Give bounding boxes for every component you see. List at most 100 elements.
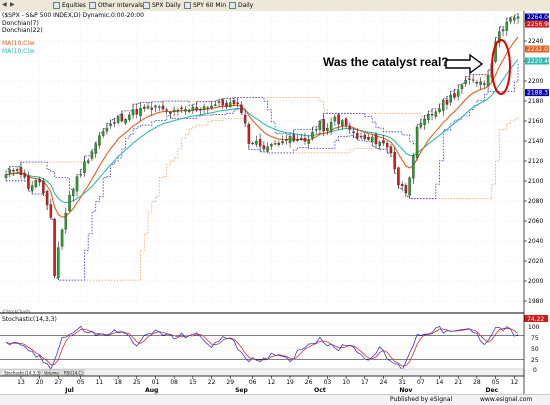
candle — [382, 134, 385, 147]
stochastic-panel — [0, 314, 524, 369]
candle — [172, 106, 176, 117]
svg-text:Volume: Volume — [44, 371, 59, 376]
y-tick-label: 2020 — [528, 258, 543, 265]
candle — [232, 97, 236, 107]
candle — [318, 119, 322, 136]
date-axis: 13 20 27 05 11 18 25 01 08 15 22 29 06 12 19 26 03 10 17 24… — [17, 376, 518, 394]
y-tick-label: 2100 — [528, 178, 543, 185]
watermark: ©StockCharts — [2, 309, 30, 314]
tab-daily[interactable]: Daily — [228, 1, 255, 10]
candle — [30, 180, 34, 194]
candle — [116, 114, 120, 125]
stoch-value-tag — [524, 315, 548, 322]
oscillator-label: Stochastic(14,3,3) — [2, 316, 57, 323]
svg-text:RSI(14,C): RSI(14,C) — [64, 371, 83, 376]
candle — [408, 176, 411, 199]
candle — [270, 142, 273, 151]
donchian-short-lower — [6, 63, 519, 281]
bottom-tab-volume[interactable]: Volume — [41, 369, 61, 376]
candle — [412, 153, 415, 185]
x-tick-label: 24 — [380, 379, 388, 386]
candle — [45, 189, 49, 210]
candle — [356, 128, 359, 141]
chart-title: ($SPX - S&P 500 INDEX,D) Dynamic,0:00-20… — [2, 12, 144, 19]
bottom-tab-rsi[interactable]: RSI(14,C) — [61, 369, 85, 376]
stochastic-axis: 100 75 50 25 0 — [528, 324, 540, 374]
candle — [42, 177, 45, 196]
candle — [86, 158, 90, 165]
candle — [423, 115, 426, 130]
candle — [72, 188, 75, 202]
stoch-tick-100: 100 — [528, 324, 540, 331]
study-label-donchian-short: Donchian(7) — [2, 20, 39, 27]
stoch-tick-0: 0 — [533, 367, 537, 374]
candle — [374, 131, 378, 149]
candle — [288, 133, 292, 148]
candle — [513, 14, 516, 24]
candle — [19, 162, 23, 180]
candle — [247, 121, 251, 150]
candle — [453, 89, 456, 100]
candle — [258, 133, 262, 152]
candle — [333, 114, 337, 126]
candle — [296, 134, 299, 143]
y-tick-label: 2140 — [528, 138, 543, 145]
candle — [64, 207, 68, 234]
candle — [251, 141, 254, 146]
candle — [202, 103, 206, 114]
candle — [199, 107, 202, 115]
x-tick-label: 20 — [36, 379, 44, 386]
candle — [124, 118, 127, 126]
candle — [322, 113, 325, 137]
y-tick-label: 2200 — [528, 78, 543, 85]
tab-other-intervals[interactable]: Other Intervals — [88, 1, 145, 10]
chart-canvas[interactable]: 1980200020202040206020802100212021402160… — [0, 11, 550, 394]
candle — [184, 106, 187, 116]
candle — [397, 166, 400, 189]
candle — [471, 75, 475, 84]
x-tick-label: 12 — [268, 379, 276, 386]
candle — [434, 109, 438, 120]
candle — [27, 171, 30, 192]
study-label-donchian-long: Donchian(22) — [2, 27, 43, 34]
candle — [23, 169, 26, 180]
x-tick-label: 25 — [133, 379, 141, 386]
study-label-ma-fast: MA(10,C)w — [2, 40, 35, 47]
candle — [400, 181, 404, 191]
y-tick-label: 2240 — [528, 38, 543, 45]
candle — [475, 79, 479, 87]
candle — [240, 101, 243, 115]
x-tick-label: 31 — [398, 379, 406, 386]
price-tag-label: 2256.96 — [527, 21, 550, 28]
bottom-tab-stochastic[interactable]: Stochastic(14,3,3) — [1, 369, 41, 376]
price-tag-label: 2232.03 — [527, 46, 550, 53]
candle — [344, 116, 348, 129]
candle — [206, 106, 210, 114]
candle — [378, 140, 381, 150]
study-label-ma-slow: MA(10,C)w — [2, 48, 35, 55]
candle — [468, 74, 471, 85]
x-tick-label: 17 — [361, 379, 369, 386]
candle — [438, 104, 441, 114]
tab-spx-daily[interactable]: SPX Daily — [142, 1, 183, 10]
x-tick-label: 13 — [17, 379, 25, 386]
price-tag: 2220.46 — [525, 57, 550, 65]
candle — [359, 132, 363, 140]
candle — [143, 104, 146, 112]
x-tick-label: 21 — [454, 379, 462, 386]
candle — [266, 142, 269, 153]
candle — [49, 198, 53, 220]
tab-spy-60-min[interactable]: SPY 60 Min — [183, 1, 228, 10]
month-label: Nov — [399, 387, 412, 394]
x-tick-label: 22 — [208, 379, 216, 386]
candle — [285, 134, 288, 145]
candle — [516, 12, 520, 24]
tab-equities[interactable]: Equities — [52, 1, 88, 10]
forward-arrow-icon[interactable]: ▶ — [10, 1, 15, 8]
price-tag: 2188.37 — [525, 89, 550, 97]
candle — [98, 132, 101, 149]
candle — [303, 132, 307, 145]
candle — [214, 100, 217, 107]
candle — [221, 98, 225, 110]
back-arrow-icon[interactable]: ◀ — [2, 1, 7, 8]
